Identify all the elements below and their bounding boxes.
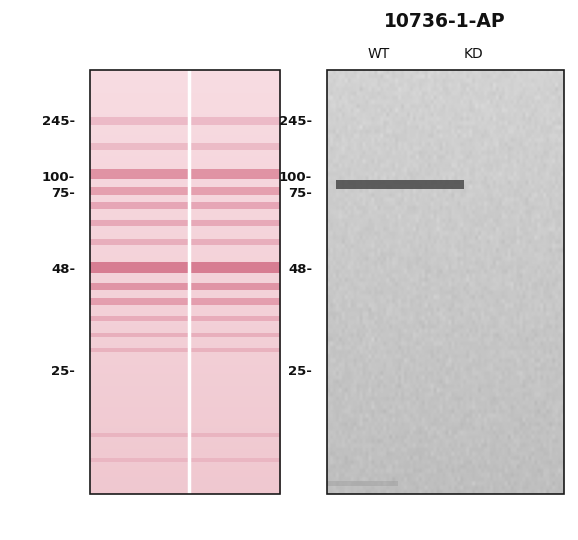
Text: 48-: 48- [51,263,75,276]
Text: 75-: 75- [288,187,312,200]
Text: 25-: 25- [288,364,312,377]
Bar [90,458,280,462]
Bar [90,187,280,195]
Bar [90,220,280,226]
Bar [336,180,464,190]
Bar [90,298,280,305]
Bar [90,333,280,338]
Bar [90,70,280,494]
Text: WT: WT [368,47,390,61]
Bar [90,170,280,179]
Text: 48-: 48- [288,263,312,276]
Text: 245-: 245- [42,116,75,129]
Bar [90,348,280,352]
Text: 245-: 245- [279,116,312,129]
Bar [90,262,280,273]
Bar [90,239,280,245]
Bar [327,70,564,494]
Text: 75-: 75- [51,187,75,200]
Bar [90,316,280,321]
Text: 100-: 100- [279,171,312,184]
Bar [90,433,280,437]
Bar [327,481,398,486]
Bar [90,143,280,150]
Text: 10736-1-AP: 10736-1-AP [384,12,506,31]
Bar [90,282,280,290]
Text: 100-: 100- [42,171,75,184]
Text: 25-: 25- [51,364,75,377]
Bar [90,117,280,125]
Text: KD: KD [464,47,484,61]
Bar [90,202,280,209]
